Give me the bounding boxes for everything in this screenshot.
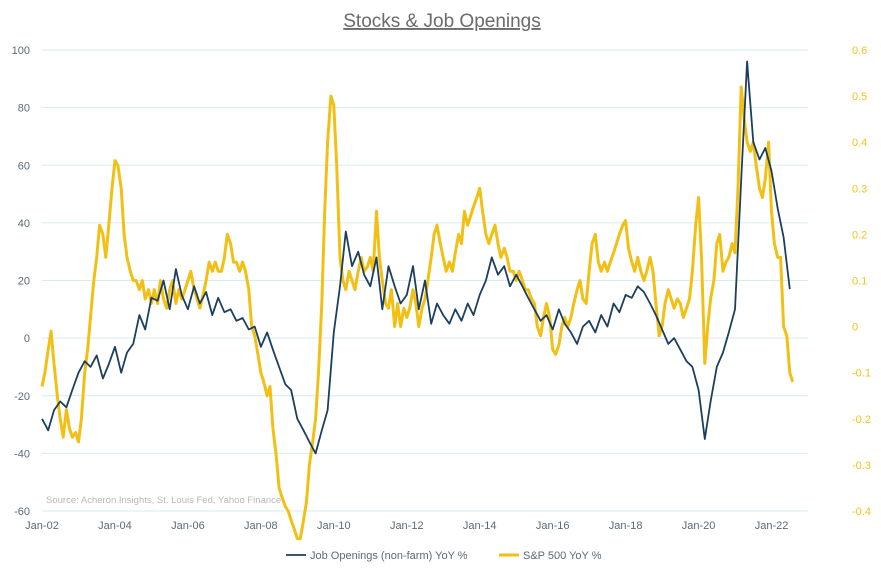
x-tick-label: Jan-08 bbox=[244, 520, 278, 532]
right-tick-label: 0 bbox=[852, 322, 858, 334]
right-tick-label: 0.1 bbox=[852, 276, 867, 288]
x-tick-label: Jan-18 bbox=[609, 520, 643, 532]
right-axis-ticks: 0.6 0.5 0.4 0.3 0.2 0.1 0 -0.1 -0.2 -0.3 -0.4 bbox=[852, 45, 871, 518]
right-tick-label: 0.5 bbox=[852, 91, 867, 103]
x-axis-ticks: Jan-02 Jan-04 Jan-06 Jan-08 Jan-10 Jan-12 Jan-… bbox=[25, 520, 788, 532]
x-tick-label: Jan-16 bbox=[536, 520, 570, 532]
right-tick-label: 0.3 bbox=[852, 183, 867, 195]
x-tick-label: Jan-12 bbox=[390, 520, 424, 532]
left-tick-label: 80 bbox=[18, 103, 30, 115]
chart-title: Stocks & Job Openings bbox=[343, 11, 541, 32]
x-tick-label: Jan-02 bbox=[25, 520, 59, 532]
source-note: Source: Acheron Insights, St. Louis Fed,… bbox=[46, 495, 281, 506]
x-tick-label: Jan-20 bbox=[682, 520, 716, 532]
left-tick-label: -60 bbox=[14, 506, 30, 518]
right-tick-label: 0.6 bbox=[852, 45, 867, 57]
right-tick-label: 0.2 bbox=[852, 229, 867, 241]
legend-label-sp500: S&P 500 YoY % bbox=[523, 550, 602, 562]
left-tick-label: 40 bbox=[18, 218, 30, 230]
left-tick-label: 60 bbox=[18, 160, 30, 172]
series-line-sp500 bbox=[40, 85, 795, 541]
left-tick-label: -20 bbox=[14, 391, 30, 403]
x-tick-label: Jan-10 bbox=[317, 520, 351, 532]
left-tick-label: 0 bbox=[24, 333, 30, 345]
series-line-job-openings bbox=[41, 60, 791, 455]
right-tick-label: -0.4 bbox=[852, 506, 871, 518]
legend-label-job-openings: Job Openings (non-farm) YoY % bbox=[310, 550, 468, 562]
right-tick-label: -0.2 bbox=[852, 414, 871, 426]
right-tick-label: -0.1 bbox=[852, 368, 871, 380]
x-tick-label: Jan-04 bbox=[98, 520, 132, 532]
left-tick-label: 100 bbox=[12, 45, 30, 57]
left-tick-label: 20 bbox=[18, 276, 30, 288]
x-tick-label: Jan-06 bbox=[171, 520, 205, 532]
right-tick-label: -0.3 bbox=[852, 460, 871, 472]
left-axis-ticks: 100 80 60 40 20 0 -20 -40 -60 bbox=[12, 45, 30, 518]
left-tick-label: -40 bbox=[14, 448, 30, 460]
x-tick-label: Jan-22 bbox=[755, 520, 789, 532]
series-layer bbox=[40, 60, 795, 541]
x-tick-label: Jan-14 bbox=[463, 520, 497, 532]
legend: Job Openings (non-farm) YoY % S&P 500 YoY… bbox=[286, 550, 602, 562]
right-tick-label: 0.4 bbox=[852, 137, 867, 149]
